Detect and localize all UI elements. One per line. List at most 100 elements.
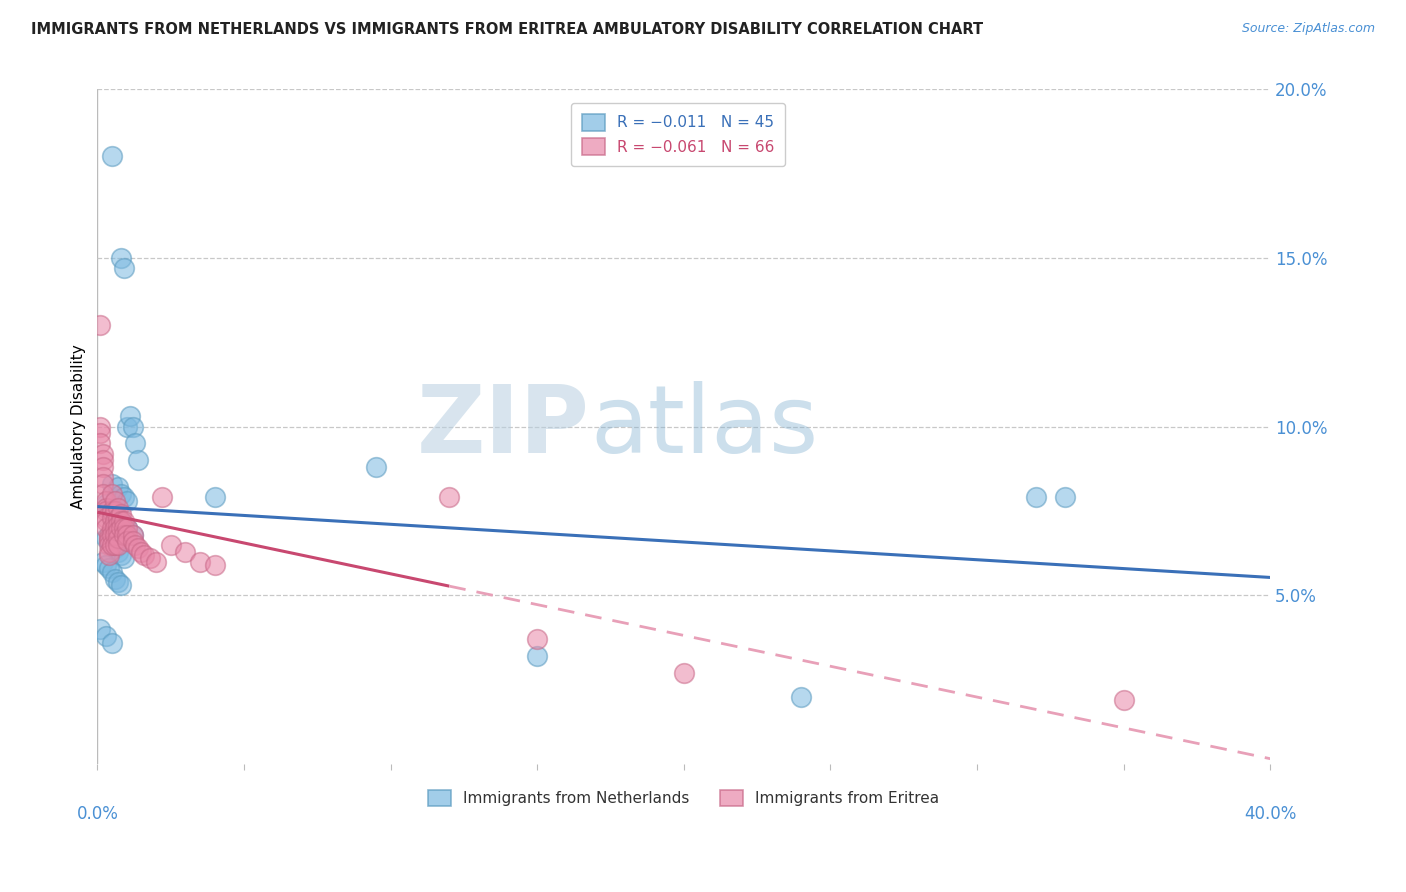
Point bbox=[101, 149, 124, 163]
Point bbox=[104, 541, 127, 556]
Point bbox=[127, 541, 149, 556]
Point bbox=[131, 544, 153, 558]
Point bbox=[1054, 491, 1077, 505]
Point bbox=[439, 491, 461, 505]
Point bbox=[98, 527, 121, 541]
Point bbox=[110, 251, 132, 265]
Point bbox=[94, 504, 117, 518]
Point bbox=[107, 544, 129, 558]
Point bbox=[118, 409, 141, 424]
Point bbox=[121, 534, 143, 549]
Legend: Immigrants from Netherlands, Immigrants from Eritrea: Immigrants from Netherlands, Immigrants … bbox=[420, 782, 948, 814]
Text: 40.0%: 40.0% bbox=[1244, 805, 1296, 822]
Point bbox=[94, 558, 117, 572]
Point bbox=[101, 521, 124, 535]
Point bbox=[112, 521, 135, 535]
Point bbox=[94, 629, 117, 643]
Point bbox=[104, 527, 127, 541]
Point bbox=[121, 419, 143, 434]
Point bbox=[107, 538, 129, 552]
Point bbox=[104, 514, 127, 528]
Point bbox=[145, 555, 167, 569]
Point bbox=[98, 534, 121, 549]
Point bbox=[107, 531, 129, 545]
Point bbox=[139, 551, 162, 566]
Point bbox=[188, 555, 211, 569]
Point bbox=[89, 318, 111, 333]
Point bbox=[101, 527, 124, 541]
Point bbox=[110, 508, 132, 522]
Point bbox=[127, 453, 149, 467]
Point bbox=[91, 470, 114, 484]
Point bbox=[110, 548, 132, 562]
Point bbox=[98, 544, 121, 558]
Point bbox=[104, 521, 127, 535]
Point bbox=[89, 419, 111, 434]
Point bbox=[110, 514, 132, 528]
Point bbox=[104, 494, 127, 508]
Point bbox=[124, 538, 146, 552]
Point bbox=[98, 534, 121, 549]
Point bbox=[115, 521, 138, 535]
Point bbox=[107, 510, 129, 524]
Point bbox=[115, 494, 138, 508]
Point bbox=[107, 517, 129, 532]
Text: 0.0%: 0.0% bbox=[76, 805, 118, 822]
Point bbox=[110, 578, 132, 592]
Point bbox=[110, 514, 132, 528]
Point bbox=[89, 426, 111, 441]
Text: IMMIGRANTS FROM NETHERLANDS VS IMMIGRANTS FROM ERITREA AMBULATORY DISABILITY COR: IMMIGRANTS FROM NETHERLANDS VS IMMIGRANT… bbox=[31, 22, 983, 37]
Point bbox=[104, 538, 127, 552]
Point bbox=[134, 548, 156, 562]
Point bbox=[94, 531, 117, 545]
Point bbox=[790, 690, 813, 704]
Point bbox=[89, 436, 111, 450]
Point bbox=[526, 632, 548, 647]
Point bbox=[101, 504, 124, 518]
Point bbox=[107, 500, 129, 515]
Point bbox=[94, 494, 117, 508]
Point bbox=[107, 574, 129, 589]
Point bbox=[112, 260, 135, 275]
Point bbox=[672, 666, 695, 681]
Point bbox=[98, 500, 121, 515]
Point bbox=[107, 524, 129, 539]
Point bbox=[104, 508, 127, 522]
Point bbox=[110, 487, 132, 501]
Point bbox=[91, 460, 114, 475]
Point bbox=[101, 477, 124, 491]
Point bbox=[1112, 693, 1135, 707]
Point bbox=[112, 491, 135, 505]
Point bbox=[364, 460, 387, 475]
Point bbox=[110, 521, 132, 535]
Point bbox=[101, 504, 124, 518]
Point bbox=[115, 534, 138, 549]
Point bbox=[89, 622, 111, 636]
Point bbox=[115, 521, 138, 535]
Point bbox=[94, 521, 117, 535]
Point bbox=[104, 572, 127, 586]
Point bbox=[107, 510, 129, 524]
Point bbox=[115, 419, 138, 434]
Point bbox=[94, 514, 117, 528]
Point bbox=[124, 436, 146, 450]
Point bbox=[98, 538, 121, 552]
Point bbox=[150, 491, 173, 505]
Y-axis label: Ambulatory Disability: Ambulatory Disability bbox=[72, 344, 86, 509]
Point bbox=[94, 510, 117, 524]
Point bbox=[112, 551, 135, 566]
Point bbox=[91, 453, 114, 467]
Point bbox=[204, 491, 226, 505]
Point bbox=[112, 527, 135, 541]
Point bbox=[121, 527, 143, 541]
Text: Source: ZipAtlas.com: Source: ZipAtlas.com bbox=[1241, 22, 1375, 36]
Point bbox=[94, 500, 117, 515]
Point bbox=[159, 538, 181, 552]
Point bbox=[112, 517, 135, 532]
Point bbox=[101, 636, 124, 650]
Point bbox=[101, 487, 124, 501]
Point bbox=[98, 548, 121, 562]
Point bbox=[526, 649, 548, 664]
Point bbox=[101, 565, 124, 579]
Point bbox=[91, 487, 114, 501]
